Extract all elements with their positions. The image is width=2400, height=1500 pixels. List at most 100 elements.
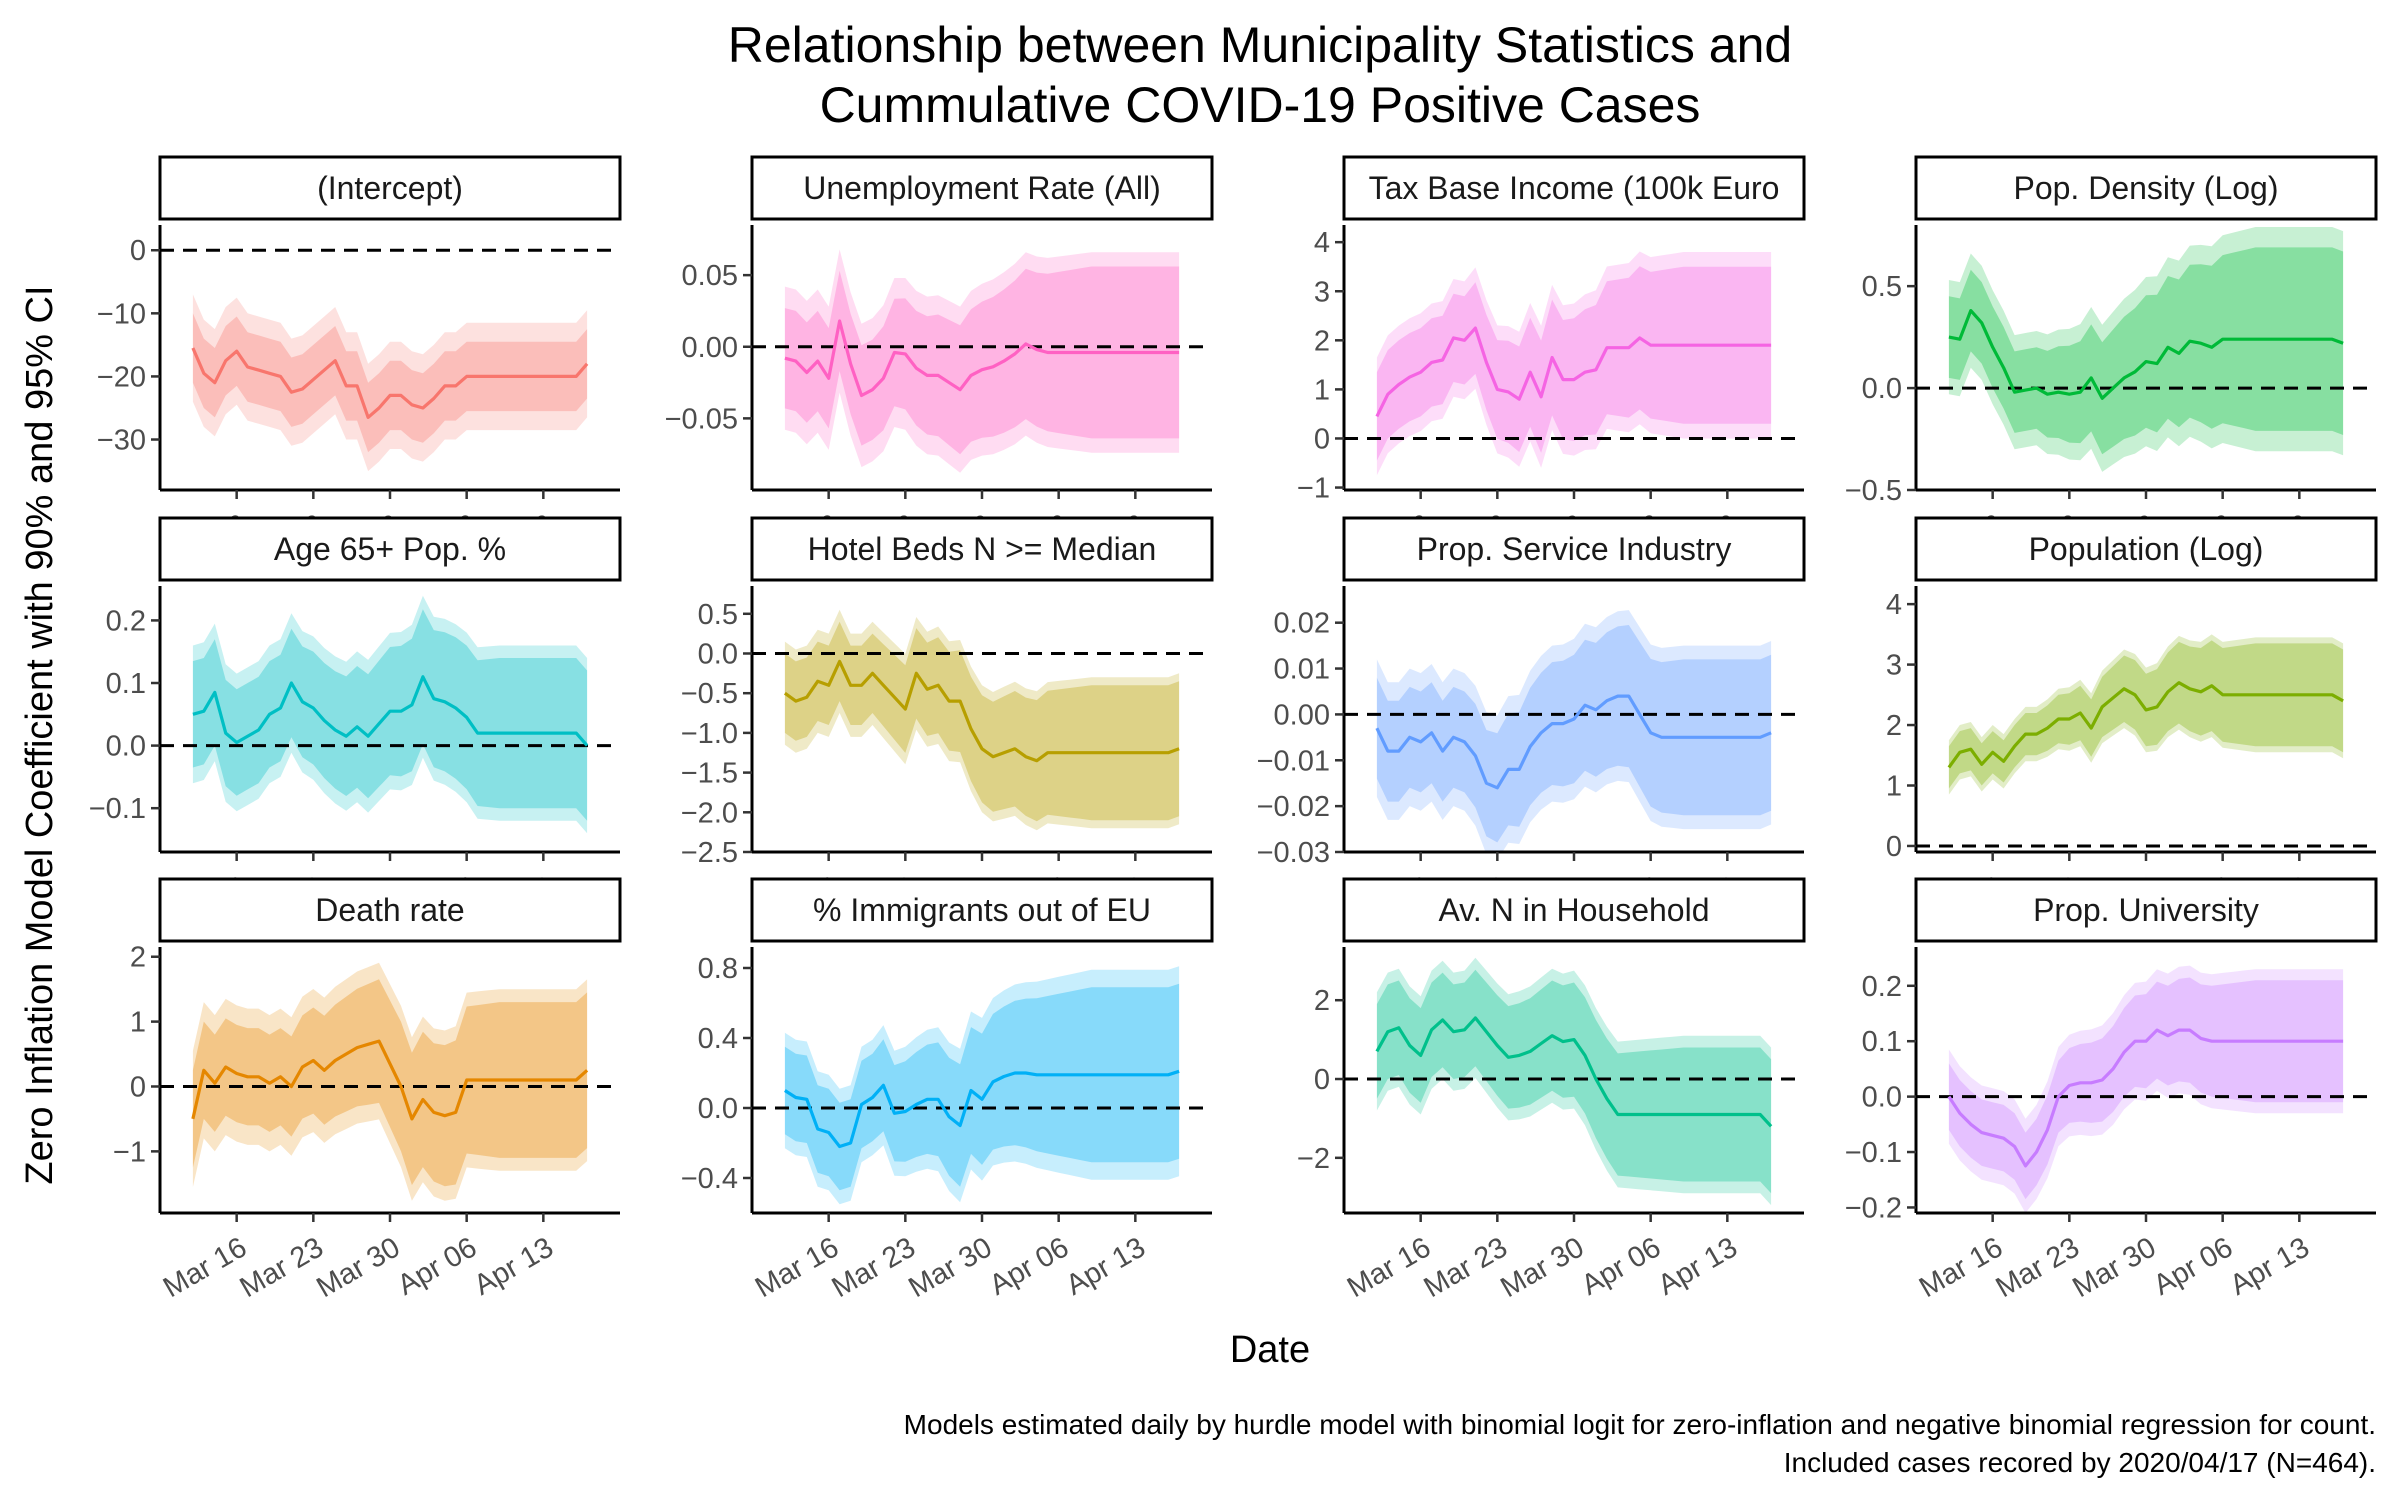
strip-prop-university	[1914, 877, 2378, 943]
y-tick-label: −0.1	[1845, 1137, 1902, 1169]
strip-label-immigrants-out-of-eu: % Immigrants out of EU	[813, 892, 1151, 928]
x-tick-label: Mar 16	[1342, 1231, 1436, 1304]
y-tick-label: −0.03	[1257, 837, 1330, 869]
strip-immigrants-out-of-eu	[750, 877, 1214, 943]
y-tick-label: −1.5	[681, 758, 738, 790]
y-tick-label: 0.00	[1274, 699, 1330, 731]
y-tick-label: −1	[1297, 473, 1330, 505]
y-tick-label: 3	[1886, 650, 1902, 682]
y-tick-label: 1	[1886, 771, 1902, 803]
strip-population-log	[1914, 516, 2378, 582]
y-tick-label: 0.0	[106, 731, 146, 763]
estimate-line-death-rate	[191, 1039, 589, 1121]
y-tick-label: 0	[1314, 1064, 1330, 1096]
y-tick-label: 0.0	[1862, 373, 1902, 405]
strip-age-65-pop	[158, 516, 622, 582]
chart-title-line-2: Cummulative COVID-19 Positive Cases	[820, 77, 1701, 133]
x-tick-label: Mar 30	[311, 1231, 405, 1304]
x-tick-label: Apr 13	[1653, 1231, 1743, 1301]
y-tick-label: −0.01	[1257, 745, 1330, 777]
ci-band-90-unemployment-rate-all	[784, 266, 1180, 455]
ci-band-95-prop-university	[1948, 965, 2344, 1213]
ci-band-90-population-log	[1948, 640, 2344, 789]
strip-prop-service-industry	[1342, 516, 1806, 582]
x-tick-label: Apr 13	[469, 1231, 559, 1301]
strip-death-rate	[158, 877, 622, 943]
x-tick-label: Apr 13	[1061, 1231, 1151, 1301]
y-tick-label: 1	[130, 1007, 146, 1039]
y-tick-label: 0.5	[698, 599, 738, 631]
estimate-line-av-n-in-household	[1375, 1016, 1773, 1128]
estimate-line-immigrants-out-of-eu	[784, 1069, 1180, 1149]
strip-label-death-rate: Death rate	[315, 892, 464, 928]
y-tick-label: 0.01	[1274, 654, 1330, 686]
strip-label-hotel-beds-n-median: Hotel Beds N >= Median	[808, 531, 1157, 567]
x-tick-label: Mar 30	[903, 1231, 997, 1304]
y-tick-label: −2.5	[681, 837, 738, 869]
y-tick-label: 0.05	[682, 260, 738, 292]
strip-hotel-beds-n-median	[750, 516, 1214, 582]
caption-line-2: Included cases recored by 2020/04/17 (N=…	[1784, 1447, 2376, 1478]
ci-band-95-unemployment-rate-all	[784, 249, 1180, 473]
y-tick-label: 0.2	[1862, 971, 1902, 1003]
y-tick-label: −0.05	[665, 403, 738, 435]
x-tick-label: Apr 06	[2148, 1231, 2238, 1301]
x-tick-label: Mar 23	[1991, 1231, 2085, 1304]
ci-band-95-hotel-beds-n-median	[784, 609, 1180, 831]
strip-label-prop-university: Prop. University	[2033, 892, 2259, 928]
x-tick-label: Mar 23	[235, 1231, 329, 1304]
estimate-line-prop-university	[1947, 1028, 2344, 1168]
ci-band-90-prop-university	[1948, 977, 2344, 1200]
y-tick-label: 0.0	[698, 638, 738, 670]
ci-band-95-intercept	[192, 294, 588, 472]
y-tick-label: 4	[1886, 589, 1902, 621]
strip-intercept	[158, 155, 622, 221]
y-tick-label: 0	[1314, 423, 1330, 455]
y-tick-label: 4	[1314, 227, 1330, 259]
y-tick-label: 0.0	[1862, 1082, 1902, 1114]
ci-band-90-prop-service-industry	[1376, 625, 1772, 843]
y-tick-label: −10	[97, 298, 146, 330]
ci-band-90-tax-base-income-100k-euro	[1376, 266, 1772, 461]
x-tick-label: Apr 13	[2225, 1231, 2315, 1301]
y-tick-label: 0.00	[682, 332, 738, 364]
strip-label-age-65-pop: Age 65+ Pop. %	[274, 531, 506, 567]
estimate-line-hotel-beds-n-median	[783, 659, 1180, 763]
y-tick-label: −0.4	[681, 1163, 738, 1195]
y-tick-label: −20	[97, 361, 146, 393]
caption-line-1: Models estimated daily by hurdle model w…	[904, 1409, 2376, 1440]
ci-band-95-tax-base-income-100k-euro	[1376, 251, 1772, 476]
y-tick-label: 0.2	[106, 605, 146, 637]
y-tick-label: −1.0	[681, 718, 738, 750]
estimate-line-unemployment-rate-all	[784, 319, 1180, 398]
y-tick-label: 0	[130, 235, 146, 267]
strip-unemployment-rate-all	[750, 155, 1214, 221]
chart-title-line-1: Relationship between Municipality Statis…	[728, 17, 1792, 73]
y-tick-label: 0.5	[1862, 271, 1902, 303]
y-tick-label: −0.02	[1257, 791, 1330, 823]
strip-label-intercept: (Intercept)	[317, 170, 463, 206]
estimate-line-tax-base-income-100k-euro	[1375, 326, 1772, 418]
ci-band-90-av-n-in-household	[1376, 969, 1772, 1194]
x-tick-label: Mar 16	[158, 1231, 252, 1304]
strip-label-unemployment-rate-all: Unemployment Rate (All)	[803, 170, 1160, 206]
y-tick-label: 0.0	[698, 1093, 738, 1125]
x-axis-title: Date	[1230, 1329, 1310, 1371]
ci-band-90-immigrants-out-of-eu	[784, 983, 1180, 1191]
x-tick-label: Mar 30	[2067, 1231, 2161, 1304]
x-tick-label: Mar 16	[1914, 1231, 2008, 1304]
y-tick-label: 0.1	[1862, 1026, 1902, 1058]
x-tick-label: Mar 30	[1495, 1231, 1589, 1304]
ci-band-95-age-65-pop	[192, 595, 588, 834]
panel-immigrants-out-of-eu: % Immigrants out of EU 0.8 0.4 0.0 −0.4 Mar 1…	[681, 877, 1214, 1304]
ci-band-90-death-rate	[192, 979, 588, 1187]
strip-label-pop-density-log: Pop. Density (Log)	[2013, 170, 2278, 206]
estimate-line-intercept	[191, 347, 589, 419]
x-tick-label: Apr 06	[392, 1231, 482, 1301]
ci-band-95-population-log	[1948, 634, 2344, 795]
strip-label-prop-service-industry: Prop. Service Industry	[1417, 531, 1732, 567]
x-tick-label: Apr 06	[1576, 1231, 1666, 1301]
